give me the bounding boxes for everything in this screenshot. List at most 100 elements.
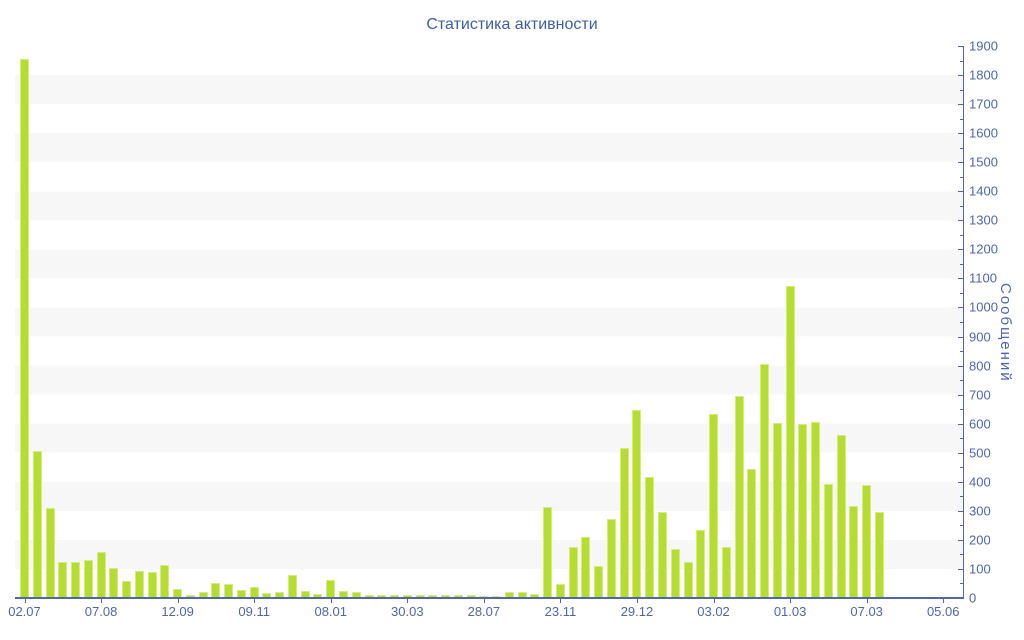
bar[interactable] [619, 447, 629, 598]
bar[interactable] [709, 414, 719, 598]
y-tick-label: 1700 [969, 96, 998, 112]
bar[interactable] [721, 546, 731, 598]
bar[interactable] [747, 469, 757, 598]
bar[interactable] [185, 595, 195, 598]
y-major-tick [958, 539, 963, 541]
bar[interactable] [147, 571, 157, 598]
bar[interactable] [236, 590, 246, 598]
bar[interactable] [658, 512, 667, 598]
y-axis-title: Сообщений [997, 283, 1014, 383]
y-tick-label: 200 [969, 532, 991, 548]
bar[interactable] [543, 507, 553, 598]
x-tick [866, 599, 868, 603]
bar[interactable] [339, 591, 348, 598]
bar[interactable] [645, 476, 655, 598]
bar[interactable] [581, 536, 591, 598]
bar[interactable] [632, 410, 642, 598]
bar[interactable] [300, 590, 310, 598]
y-minor-tick [960, 554, 963, 556]
bar[interactable] [351, 592, 361, 598]
bar[interactable] [862, 484, 872, 598]
y-minor-tick [960, 263, 963, 265]
x-tick-label: 07.03 [850, 604, 883, 619]
bar[interactable] [874, 512, 884, 598]
bar[interactable] [504, 592, 514, 598]
y-major-tick [958, 104, 963, 106]
bar[interactable] [836, 435, 846, 598]
bar[interactable] [517, 592, 527, 598]
bar[interactable] [109, 567, 119, 598]
y-major-tick [958, 133, 963, 135]
bar[interactable] [249, 587, 259, 598]
y-minor-tick [960, 60, 963, 62]
bar[interactable] [134, 571, 144, 598]
y-tick-label: 500 [969, 445, 991, 461]
bar[interactable] [262, 593, 272, 598]
bar[interactable] [670, 548, 680, 598]
bar[interactable] [441, 594, 451, 598]
bar[interactable] [198, 592, 208, 598]
bar[interactable] [696, 530, 706, 598]
bar[interactable] [32, 451, 42, 598]
bar[interactable] [45, 507, 55, 598]
bar[interactable] [760, 364, 770, 598]
bar[interactable] [58, 561, 68, 598]
x-tick-label: 07.08 [84, 604, 118, 619]
x-tick [330, 599, 332, 603]
bar[interactable] [555, 583, 565, 598]
y-tick-label: 1400 [969, 183, 998, 199]
bar[interactable] [390, 594, 400, 598]
bar[interactable] [428, 595, 438, 598]
bar[interactable] [798, 423, 808, 598]
bar[interactable] [211, 582, 221, 598]
y-tick-label: 1900 [969, 38, 998, 54]
bar[interactable] [594, 566, 604, 598]
bar[interactable] [606, 519, 616, 598]
bar[interactable] [849, 505, 859, 598]
bar[interactable] [785, 285, 795, 598]
x-tick [790, 599, 792, 603]
bar[interactable] [734, 396, 744, 598]
y-tick-label: 1300 [969, 212, 998, 228]
bar[interactable] [83, 560, 93, 598]
y-minor-tick [960, 467, 963, 469]
y-axis-line [963, 46, 964, 599]
y-minor-tick [960, 176, 963, 178]
y-minor-tick [960, 525, 963, 527]
y-tick-label: 1100 [969, 270, 997, 286]
x-tick [560, 599, 562, 603]
bar[interactable] [772, 422, 782, 598]
bar[interactable] [823, 483, 833, 598]
bar[interactable] [811, 421, 821, 598]
y-major-tick [958, 510, 963, 512]
bar[interactable] [96, 551, 106, 598]
bar[interactable] [160, 564, 170, 598]
bar[interactable] [415, 594, 425, 598]
y-tick-label: 1800 [969, 67, 998, 83]
bar[interactable] [122, 580, 132, 598]
bar[interactable] [287, 574, 297, 598]
bar[interactable] [224, 584, 234, 598]
bar[interactable] [466, 594, 476, 598]
y-tick-label: 300 [969, 503, 991, 519]
y-tick-label: 600 [969, 416, 991, 432]
y-tick-label: 1600 [969, 125, 998, 141]
bar[interactable] [364, 595, 374, 598]
bar[interactable] [275, 591, 285, 598]
bar[interactable] [530, 593, 540, 598]
bar[interactable] [453, 595, 463, 598]
y-tick-label: 1200 [969, 241, 998, 257]
bar[interactable] [173, 589, 183, 598]
bar[interactable] [326, 579, 336, 598]
x-tick [24, 599, 26, 603]
bar[interactable] [568, 547, 578, 598]
bar[interactable] [313, 593, 323, 598]
bar[interactable] [71, 561, 81, 598]
bar[interactable] [377, 595, 387, 598]
bar[interactable] [20, 59, 29, 598]
y-minor-tick [960, 89, 963, 91]
bar[interactable] [683, 561, 693, 598]
x-axis-line [15, 597, 964, 599]
y-minor-tick [960, 234, 963, 236]
bar[interactable] [402, 595, 412, 598]
